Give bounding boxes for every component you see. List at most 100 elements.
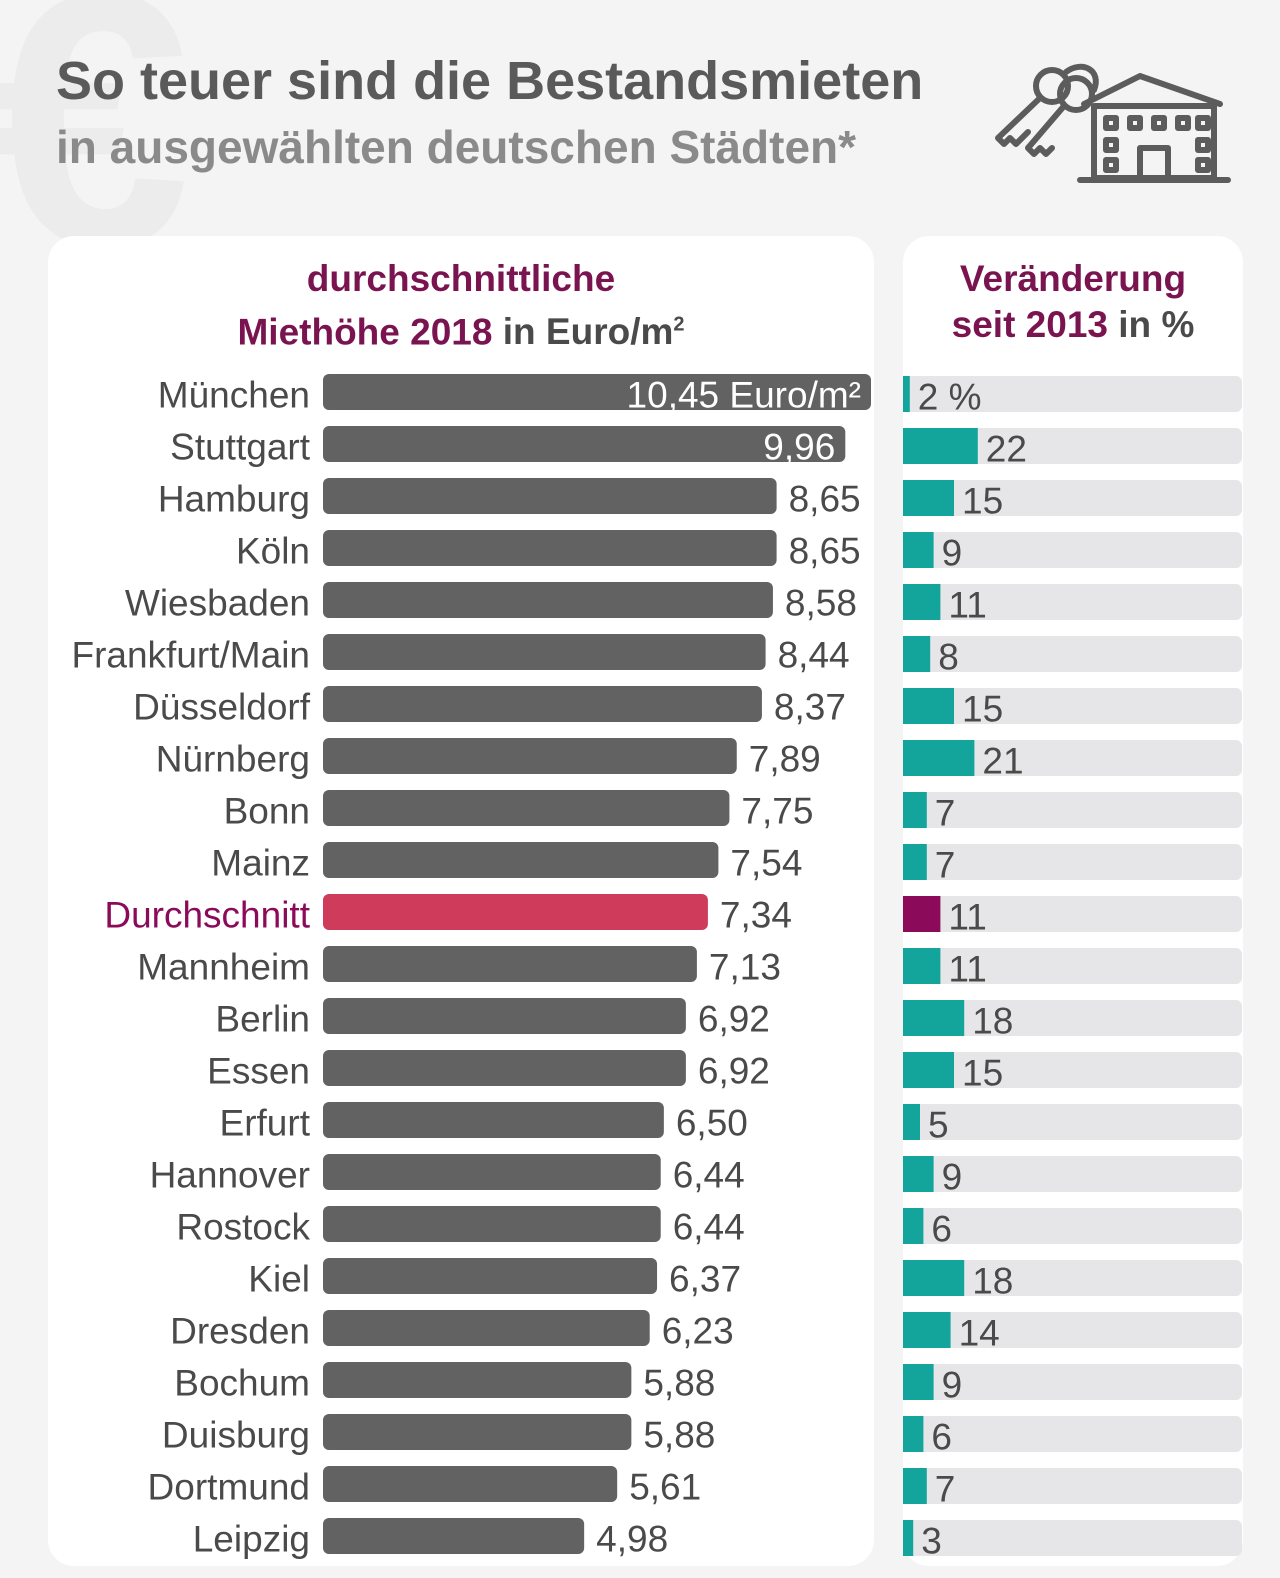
page-title: So teuer sind die Bestandsmieten <box>56 51 924 111</box>
city-label: Hannover <box>150 1155 310 1196</box>
change-value-label: 21 <box>982 741 1023 782</box>
rent-bar <box>323 634 766 670</box>
change-track <box>903 792 1242 828</box>
rent-header-line2: Miethöhe 2018 in Euro/m2 <box>48 302 874 355</box>
change-track <box>903 688 1242 724</box>
rent-value-label: 8,44 <box>778 635 850 676</box>
change-bar <box>903 1520 914 1556</box>
rent-value-label: 8,65 <box>789 479 861 520</box>
rent-value-label: 8,58 <box>785 583 857 624</box>
change-track <box>903 1312 1242 1348</box>
rent-bar <box>323 1050 686 1086</box>
change-bar <box>903 376 910 412</box>
rent-value-label: 5,88 <box>643 1415 715 1456</box>
change-value-label: 9 <box>942 1157 963 1198</box>
change-bar <box>903 428 978 464</box>
city-label: Essen <box>207 1051 310 1092</box>
rent-value-label: 7,13 <box>709 947 781 988</box>
change-value-label: 7 <box>935 845 956 886</box>
rent-value-label: 6,92 <box>698 999 770 1040</box>
change-value-label: 7 <box>935 1469 956 1510</box>
change-value-label: 9 <box>942 533 963 574</box>
city-label: Mannheim <box>137 947 310 988</box>
change-value-label: 9 <box>942 1365 963 1406</box>
city-label: Dresden <box>170 1311 310 1352</box>
rent-bar <box>323 530 777 566</box>
change-track <box>903 948 1242 984</box>
city-label: München <box>158 375 310 416</box>
rent-bar <box>323 1154 661 1190</box>
change-bar <box>903 1208 924 1244</box>
rent-value-label: 8,65 <box>789 531 861 572</box>
rent-bar <box>323 946 697 982</box>
change-value-label: 11 <box>948 897 986 938</box>
change-value-label: 22 <box>986 429 1027 470</box>
change-track <box>903 1260 1242 1296</box>
rent-bar <box>323 374 871 410</box>
rent-bar <box>323 478 777 514</box>
rent-header-line1: durchschnittliche <box>306 258 616 299</box>
rent-value-label: 9,96 <box>763 427 835 468</box>
rent-value-label: 7,54 <box>730 843 802 884</box>
change-value-label: 14 <box>959 1313 1000 1354</box>
change-track <box>903 1520 1242 1556</box>
rent-bar <box>323 1206 661 1242</box>
change-track <box>903 1052 1242 1088</box>
change-value-label: 3 <box>921 1521 942 1562</box>
change-track <box>903 1000 1242 1036</box>
change-track <box>903 1468 1242 1504</box>
change-track <box>903 1208 1242 1244</box>
change-bar <box>903 1468 927 1504</box>
rent-bar <box>323 1310 650 1346</box>
keys-and-house-icon <box>990 56 1240 186</box>
rent-bar <box>323 790 730 826</box>
change-track <box>903 376 1242 412</box>
rent-value-label: 6,44 <box>673 1155 745 1196</box>
rent-value-label: 6,23 <box>662 1311 734 1352</box>
rent-header-sup: 2 <box>673 314 685 336</box>
change-bar <box>903 1312 951 1348</box>
change-value-label: 15 <box>962 1053 1003 1094</box>
change-bar <box>903 480 954 516</box>
change-value-label: 18 <box>972 1001 1013 1042</box>
rent-value-label: 5,88 <box>643 1363 715 1404</box>
change-track <box>903 1416 1242 1452</box>
rent-value-label: 6,37 <box>669 1259 741 1300</box>
city-label: Durchschnitt <box>104 895 310 936</box>
change-header-line2: seit 2013 in % <box>903 302 1243 348</box>
rent-bar <box>323 582 773 618</box>
rent-header-unit-text: in Euro/m <box>502 311 674 353</box>
city-label: Stuttgart <box>170 427 311 468</box>
change-header-bold: seit 2013 <box>951 304 1108 345</box>
change-bar <box>903 1156 934 1192</box>
rent-value-label: 6,50 <box>676 1103 748 1144</box>
rent-bar <box>323 1518 585 1554</box>
change-value-label: 6 <box>931 1209 952 1250</box>
change-bar <box>903 1416 924 1452</box>
city-label: Erfurt <box>220 1103 311 1144</box>
change-value-label: 18 <box>972 1261 1013 1302</box>
change-track <box>903 896 1242 932</box>
city-label: Hamburg <box>158 479 310 520</box>
change-bar <box>903 1052 954 1088</box>
city-label: Düsseldorf <box>133 687 311 728</box>
rent-bar <box>323 998 686 1034</box>
change-bar <box>903 844 927 880</box>
change-track <box>903 1104 1242 1140</box>
rent-value-label: 10,45 Euro/m² <box>627 375 861 416</box>
rent-chart-header: durchschnittliche Miethöhe 2018 in Euro/… <box>48 256 874 355</box>
page-subtitle: in ausgewählten deutschen Städten* <box>56 121 857 173</box>
change-track <box>903 636 1242 672</box>
rent-bar <box>323 842 719 878</box>
change-value-label: 15 <box>962 481 1003 522</box>
rent-bar <box>323 1102 664 1138</box>
city-label: Wiesbaden <box>125 583 310 624</box>
city-label: Bochum <box>174 1363 310 1404</box>
rent-value-label: 4,98 <box>596 1519 668 1560</box>
change-track <box>903 740 1242 776</box>
rent-value-label: 7,34 <box>720 895 792 936</box>
change-bar <box>903 636 931 672</box>
city-label: Köln <box>236 531 310 572</box>
rent-bar <box>323 426 846 462</box>
rent-value-label: 6,92 <box>698 1051 770 1092</box>
